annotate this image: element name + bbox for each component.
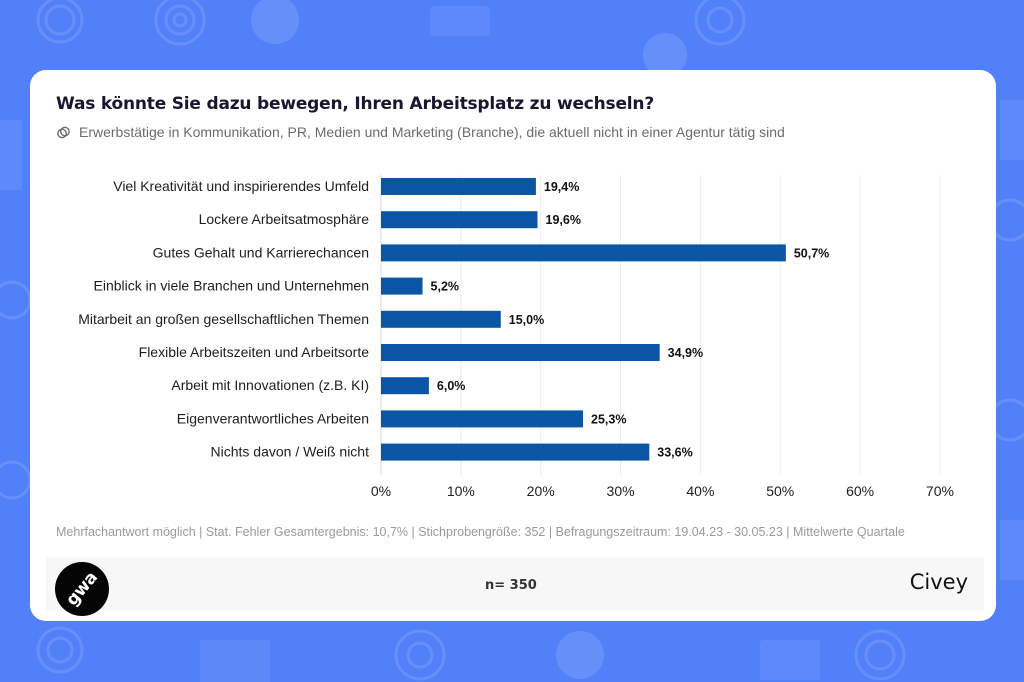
category-label: Eigenverantwortliches Arbeiten [177,410,369,426]
value-label: 15,0% [509,313,544,327]
linked-circles-icon [57,126,70,138]
bar [381,443,650,461]
bar [381,178,536,195]
category-label: Arbeit mit Innovationen (z.B. KI) [171,377,369,393]
category-label: Gutes Gehalt und Karrierechancen [153,244,369,260]
category-label: Nichts davon / Weiß nicht [211,444,370,460]
x-axis-ticks: 0% 10% 20% 30% 40% 50% 60% 70% [371,483,954,499]
category-label: Mitarbeit an großen gesellschaftlichen T… [78,311,369,327]
bar [381,277,423,295]
value-label: 5,2% [431,280,460,294]
x-tick-label: 40% [686,483,714,499]
value-labels: 19,4% 19,6% 50,7% 5,2% 15,0% 34,9% 6,0% 25,3% 33… [431,180,830,460]
bar [381,310,501,328]
category-label: Viel Kreativität und inspirierendes Umfe… [113,178,369,194]
x-tick-label: 60% [846,483,874,499]
value-label: 19,4% [544,180,579,194]
value-label: 19,6% [546,213,581,227]
x-tick-label: 50% [766,483,794,499]
x-tick-label: 20% [527,483,555,499]
bar [381,244,786,262]
value-label: 33,6% [657,446,692,460]
value-label: 50,7% [794,246,829,260]
gwa-logo-text: gwa [62,568,102,610]
footer-bar [46,557,984,611]
category-label: Lockere Arbeitsatmosphäre [199,211,370,227]
category-label: Flexible Arbeitszeiten und Arbeitsorte [139,344,370,360]
bars [381,178,786,461]
subtitle-row: Erwerbstätige in Kommunikation, PR, Medi… [56,124,785,140]
chart-card: Was könnte Sie dazu bewegen, Ihren Arbei… [30,70,996,621]
chart-subtitle: Erwerbstätige in Kommunikation, PR, Medi… [79,124,785,140]
chart-title: Was könnte Sie dazu bewegen, Ihren Arbei… [56,94,654,114]
x-tick-label: 70% [926,483,954,499]
category-label: Einblick in viele Branchen und Unternehm… [94,278,370,294]
gwa-logo: gwa [55,562,109,616]
bar-chart: Viel Kreativität und inspirierendes Umfe… [78,175,954,499]
x-tick-label: 10% [447,483,475,499]
value-label: 25,3% [591,412,626,426]
bar [381,377,429,395]
bar [381,410,584,428]
x-tick-label: 0% [371,483,391,499]
value-label: 6,0% [437,379,466,393]
civey-logo: Civey [909,570,968,594]
value-label: 34,9% [668,346,703,360]
methodology-note: Mehrfachantwort möglich | Stat. Fehler G… [56,525,905,539]
x-tick-label: 30% [607,483,635,499]
bar [381,344,660,361]
sample-size: n= 350 [485,578,537,593]
bar [381,211,538,229]
category-labels: Viel Kreativität und inspirierendes Umfe… [78,178,369,460]
